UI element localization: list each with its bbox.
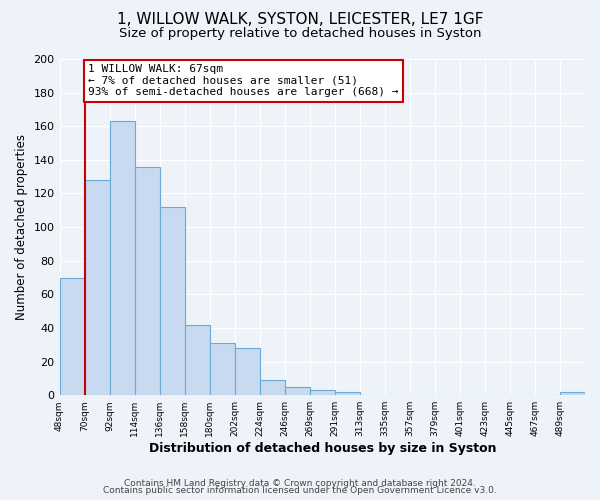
Bar [235,348,260,395]
Bar [560,392,585,395]
Text: Contains HM Land Registry data © Crown copyright and database right 2024.: Contains HM Land Registry data © Crown c… [124,478,476,488]
Bar [110,121,134,395]
Bar [285,387,310,395]
Bar [185,324,209,395]
Y-axis label: Number of detached properties: Number of detached properties [15,134,28,320]
Bar [160,207,185,395]
Text: 1, WILLOW WALK, SYSTON, LEICESTER, LE7 1GF: 1, WILLOW WALK, SYSTON, LEICESTER, LE7 1… [117,12,483,28]
Bar [335,392,360,395]
Text: 1 WILLOW WALK: 67sqm
← 7% of detached houses are smaller (51)
93% of semi-detach: 1 WILLOW WALK: 67sqm ← 7% of detached ho… [88,64,399,97]
Bar [59,278,85,395]
Bar [209,343,235,395]
Text: Size of property relative to detached houses in Syston: Size of property relative to detached ho… [119,28,481,40]
Bar [260,380,285,395]
Text: Contains public sector information licensed under the Open Government Licence v3: Contains public sector information licen… [103,486,497,495]
X-axis label: Distribution of detached houses by size in Syston: Distribution of detached houses by size … [149,442,496,455]
Bar [134,166,160,395]
Bar [310,390,335,395]
Bar [85,180,110,395]
